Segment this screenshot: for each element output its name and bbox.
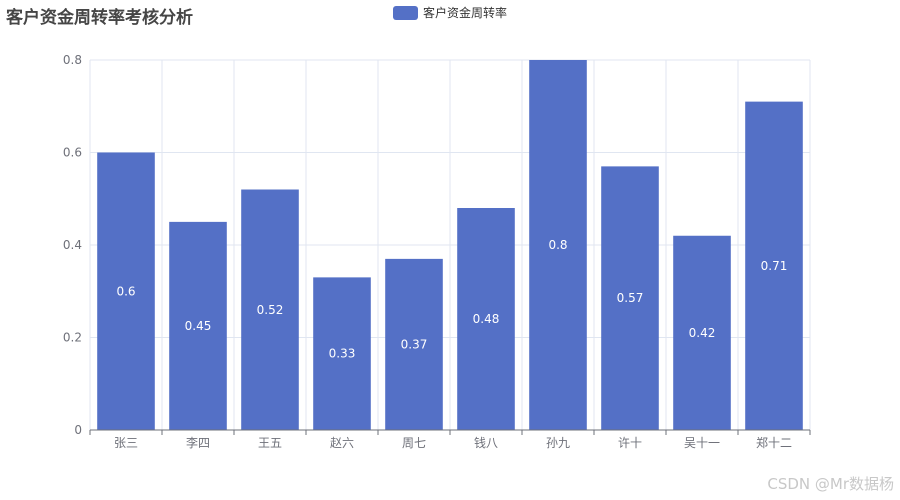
- bar: [241, 189, 299, 430]
- data-label: 0.71: [761, 259, 788, 273]
- y-tick-label: 0: [74, 423, 82, 437]
- data-label: 0.37: [401, 337, 428, 351]
- x-tick-label: 王五: [258, 436, 282, 450]
- data-label: 0.42: [689, 326, 716, 340]
- x-tick-label: 孙九: [546, 436, 570, 450]
- y-tick-label: 0.4: [63, 238, 82, 252]
- x-tick-label: 郑十二: [756, 435, 792, 450]
- data-label: 0.45: [185, 319, 212, 333]
- watermark: CSDN @Mr数据杨: [767, 475, 894, 493]
- bar: [97, 152, 155, 430]
- data-label: 0.57: [617, 291, 644, 305]
- data-label: 0.6: [116, 284, 135, 298]
- chart-legend[interactable]: 客户资金周转率: [393, 4, 507, 21]
- bar: [385, 258, 443, 430]
- y-tick-label: 0.8: [63, 53, 82, 67]
- legend-swatch: [393, 5, 418, 20]
- chart-title: 客户资金周转率考核分析: [6, 8, 193, 28]
- x-tick-label: 钱八: [474, 435, 498, 450]
- data-label: 0.48: [473, 312, 500, 326]
- x-tick-label: 赵六: [330, 436, 354, 450]
- bar: [457, 208, 515, 430]
- x-tick-label: 张三: [114, 436, 138, 450]
- data-label: 0.8: [548, 238, 567, 252]
- legend-label: 客户资金周转率: [423, 6, 508, 20]
- x-tick-label: 许十: [618, 436, 642, 450]
- y-tick-label: 0.2: [63, 331, 82, 345]
- bar: [673, 235, 731, 430]
- x-tick-label: 吴十一: [684, 436, 720, 450]
- data-label: 0.52: [257, 303, 284, 317]
- x-tick-label: 周七: [402, 436, 426, 450]
- bar: [169, 221, 227, 430]
- bar: [601, 166, 659, 430]
- y-tick-label: 0.6: [63, 146, 82, 160]
- x-tick-label: 李四: [186, 435, 210, 450]
- bar: [529, 60, 587, 430]
- bar: [313, 277, 371, 430]
- data-label: 0.33: [329, 347, 356, 361]
- bar: [745, 101, 803, 430]
